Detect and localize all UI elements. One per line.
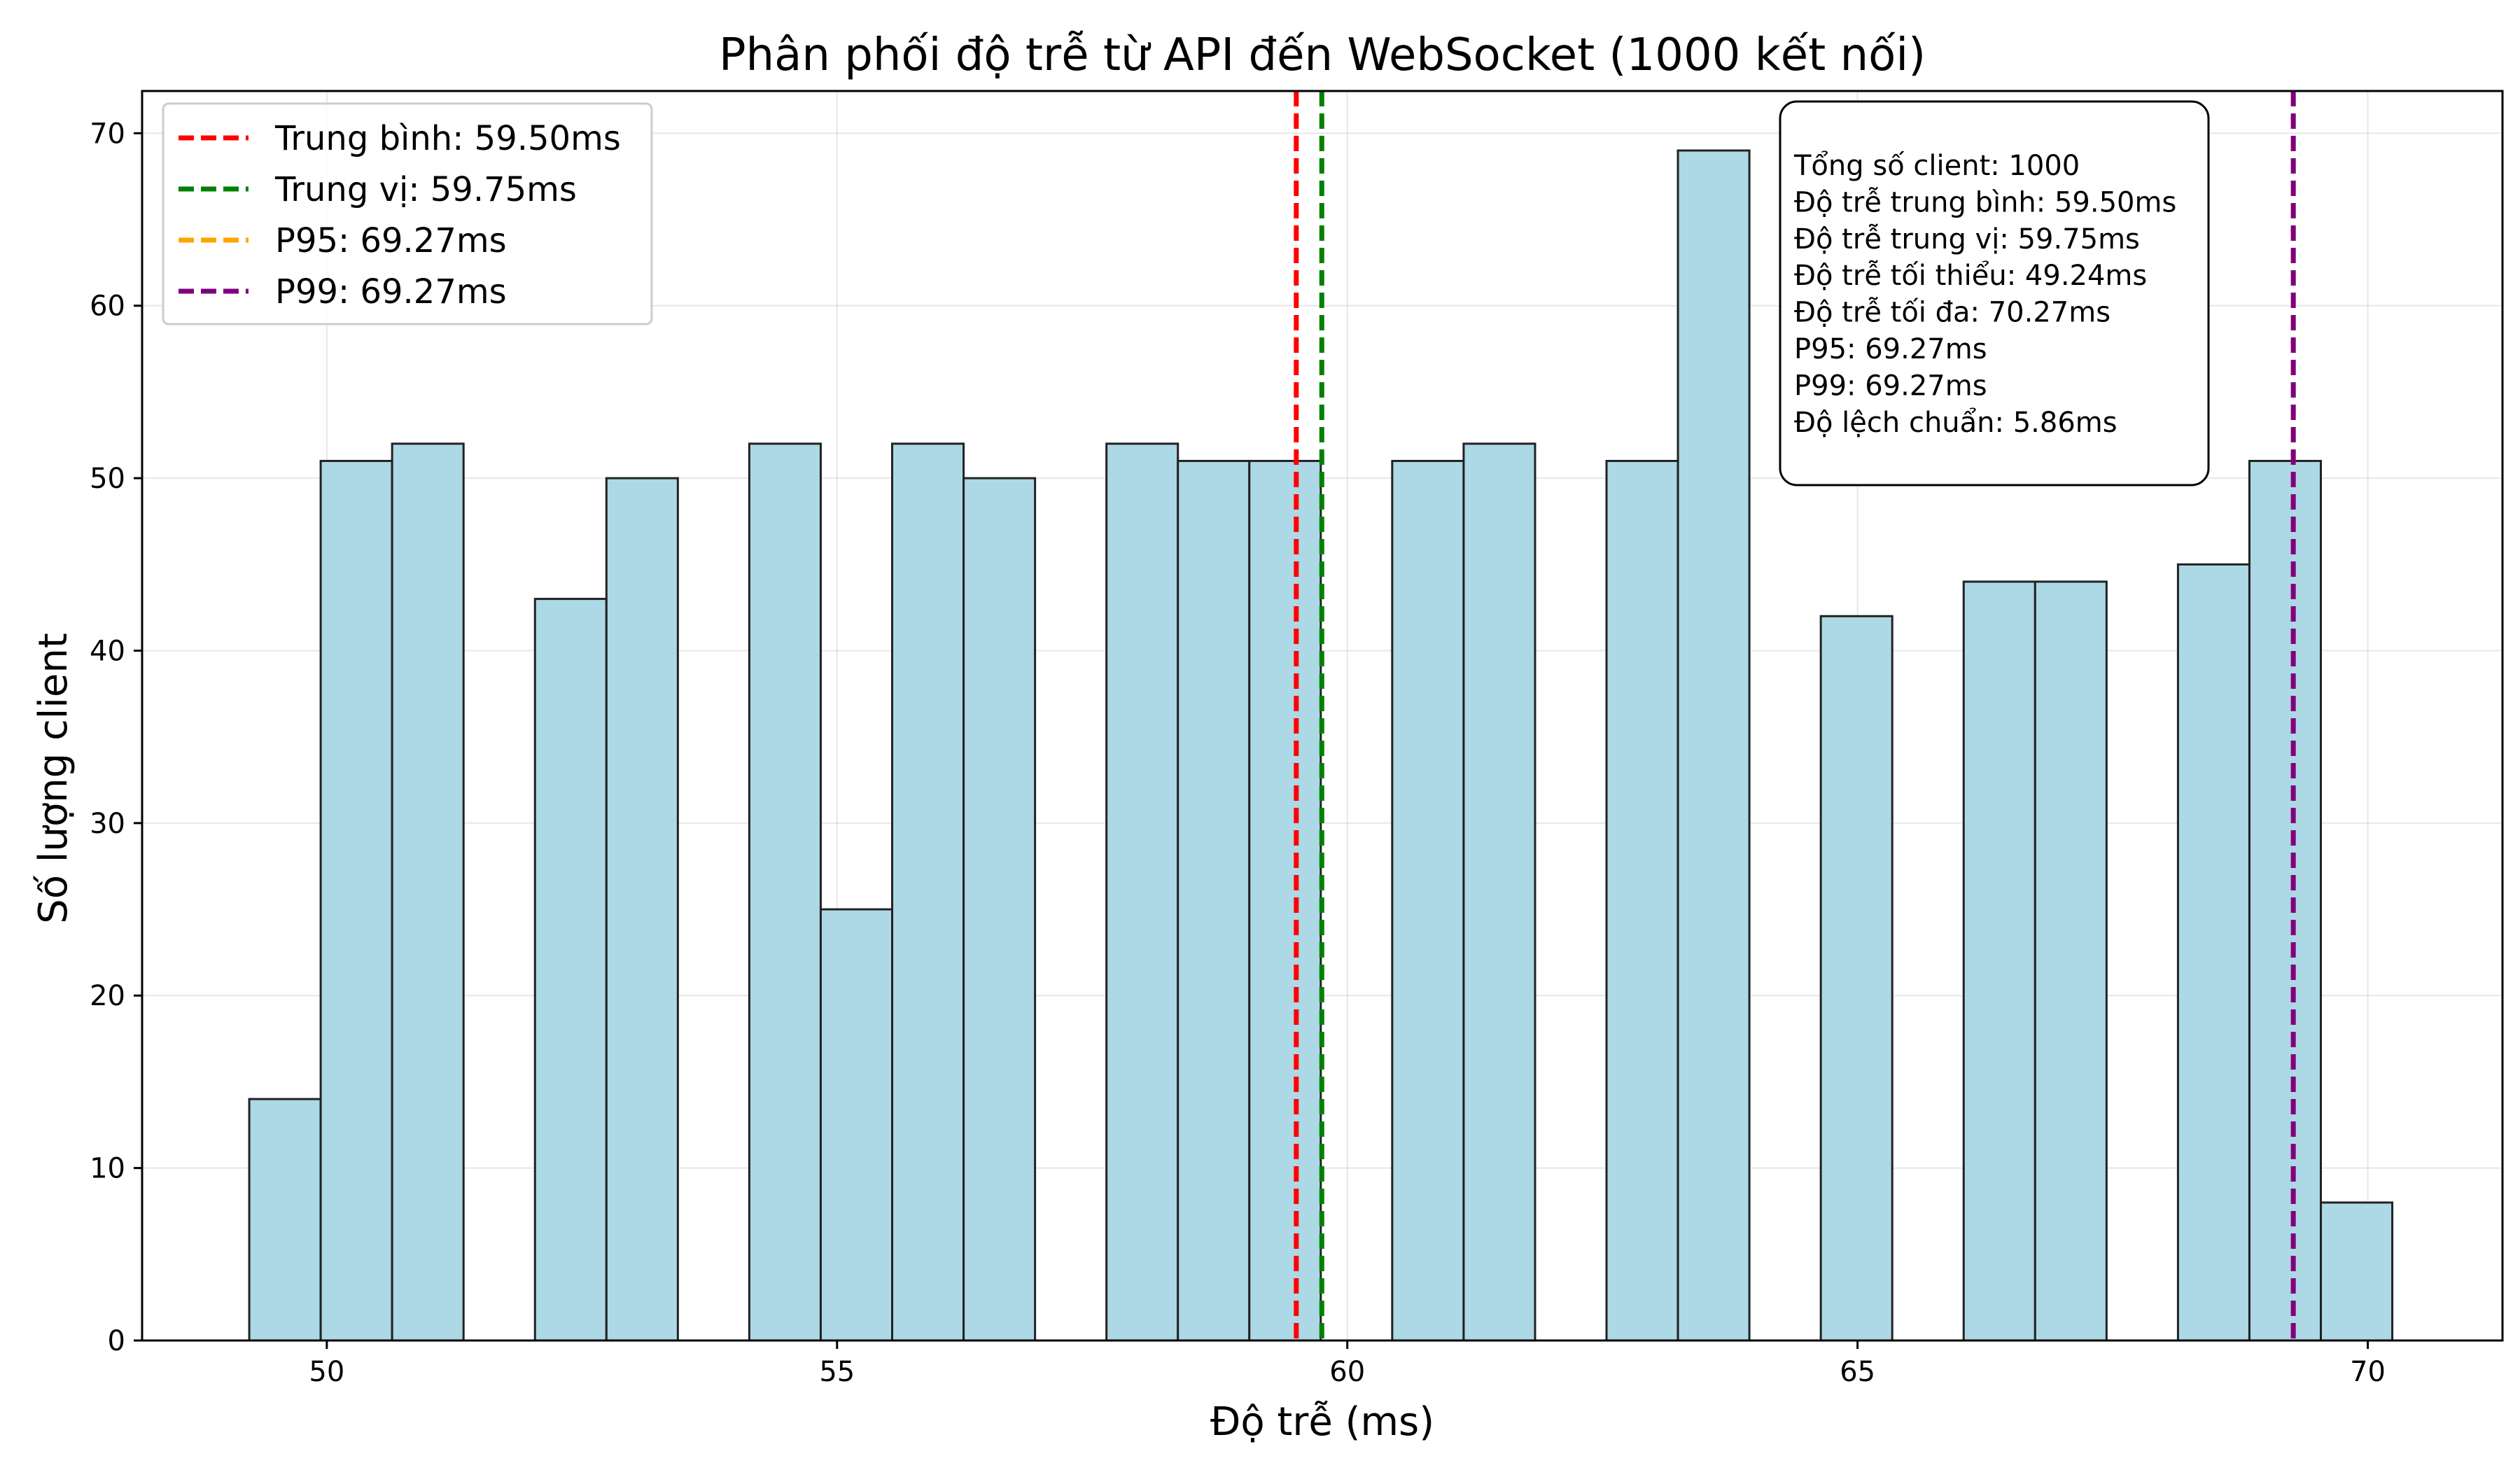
y-tick-label: 30 [90, 808, 125, 840]
histogram-bar [1962, 580, 2036, 1342]
y-tick-label: 20 [90, 980, 125, 1012]
axis-ticks: 50 55 60 65 70 0 10 20 30 40 50 60 70 [90, 118, 2386, 1388]
stats-box: Tổng số client: 1000 Độ trễ trung bình: 5… [1779, 100, 2210, 486]
histogram-bar [248, 1098, 322, 1342]
histogram-bar [391, 442, 465, 1342]
histogram-bar [319, 459, 393, 1342]
legend-label-0: Trung bình: 59.50ms [274, 119, 621, 158]
histogram-bar [605, 477, 679, 1342]
histogram-bar [1248, 459, 1322, 1342]
x-tick-label: 60 [1329, 1356, 1365, 1388]
histogram-bar [2033, 580, 2108, 1342]
histogram-bar [819, 908, 894, 1342]
stats-line: P95: 69.27ms [1794, 333, 1987, 365]
histogram-bar [533, 598, 608, 1342]
y-tick-label: 60 [90, 290, 125, 323]
x-axis-label: Độ trễ (ms) [1210, 1399, 1434, 1445]
histogram-bar [1177, 459, 1251, 1342]
x-tick-label: 65 [1840, 1356, 1875, 1388]
histogram-bar [748, 442, 822, 1342]
legend-label-3: P99: 69.27ms [275, 272, 507, 312]
histogram-bar [2176, 563, 2250, 1342]
y-tick-label: 10 [90, 1153, 125, 1185]
legend-label-1: Trung vị: 59.75ms [274, 170, 577, 209]
x-tick-label: 50 [309, 1356, 344, 1388]
histogram-bar [1605, 459, 1679, 1342]
stats-line: Độ lệch chuẩn: 5.86ms [1794, 407, 2118, 439]
y-axis-label: Số lượng client [31, 633, 76, 924]
stats-line: Tổng số client: 1000 [1793, 150, 2080, 182]
histogram-bar [1819, 615, 1893, 1342]
stats-line: Độ trễ tối đa: 70.27ms [1794, 297, 2110, 329]
y-tick-label: 0 [108, 1325, 125, 1357]
histogram-bar [962, 477, 1037, 1342]
y-tick-label: 70 [90, 118, 125, 150]
x-tick-label: 70 [2350, 1356, 2386, 1388]
x-tick-label: 55 [819, 1356, 855, 1388]
stats-line: Độ trễ trung vị: 59.75ms [1794, 223, 2140, 255]
histogram-bar [2248, 459, 2323, 1342]
reference-lines [1294, 91, 2296, 1340]
histogram-bar [891, 442, 965, 1342]
axes-frame [141, 90, 2504, 1342]
histogram-bar [1105, 442, 1180, 1342]
y-tick-label: 40 [90, 635, 125, 667]
legend: Trung bình: 59.50ms Trung vị: 59.75ms P95:… [162, 102, 653, 326]
y-tick-label: 50 [90, 463, 125, 495]
histogram-bar [1391, 459, 1465, 1342]
stats-line: P99: 69.27ms [1794, 370, 1987, 402]
chart-title: Phân phối độ trễ từ API đến WebSocket (1… [719, 29, 1926, 81]
stats-line: Độ trễ tối thiểu: 49.24ms [1794, 260, 2147, 292]
stats-box-frame [1779, 100, 2210, 486]
legend-label-2: P95: 69.27ms [275, 221, 507, 260]
histogram-bar [1462, 442, 1536, 1342]
histogram-bar [1676, 149, 1751, 1342]
histogram-bar [2320, 1201, 2394, 1342]
histogram-bars [248, 149, 2394, 1342]
plot-frame [141, 90, 2504, 1342]
stats-line: Độ trễ trung bình: 59.50ms [1794, 186, 2176, 218]
legend-box [162, 102, 653, 326]
